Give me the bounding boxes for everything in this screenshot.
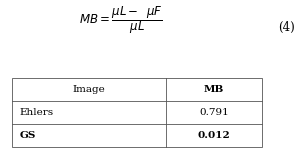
Text: Ehlers: Ehlers [20, 108, 54, 117]
Text: MB: MB [203, 85, 224, 94]
Text: Image: Image [73, 85, 105, 94]
Text: 0.012: 0.012 [197, 131, 230, 140]
Text: 0.791: 0.791 [199, 108, 229, 117]
Text: (4): (4) [278, 21, 295, 33]
Text: $MB = \dfrac{\mu L - \;\; \mu F}{\mu L}$: $MB = \dfrac{\mu L - \;\; \mu F}{\mu L}$ [79, 4, 162, 36]
Text: GS: GS [20, 131, 36, 140]
